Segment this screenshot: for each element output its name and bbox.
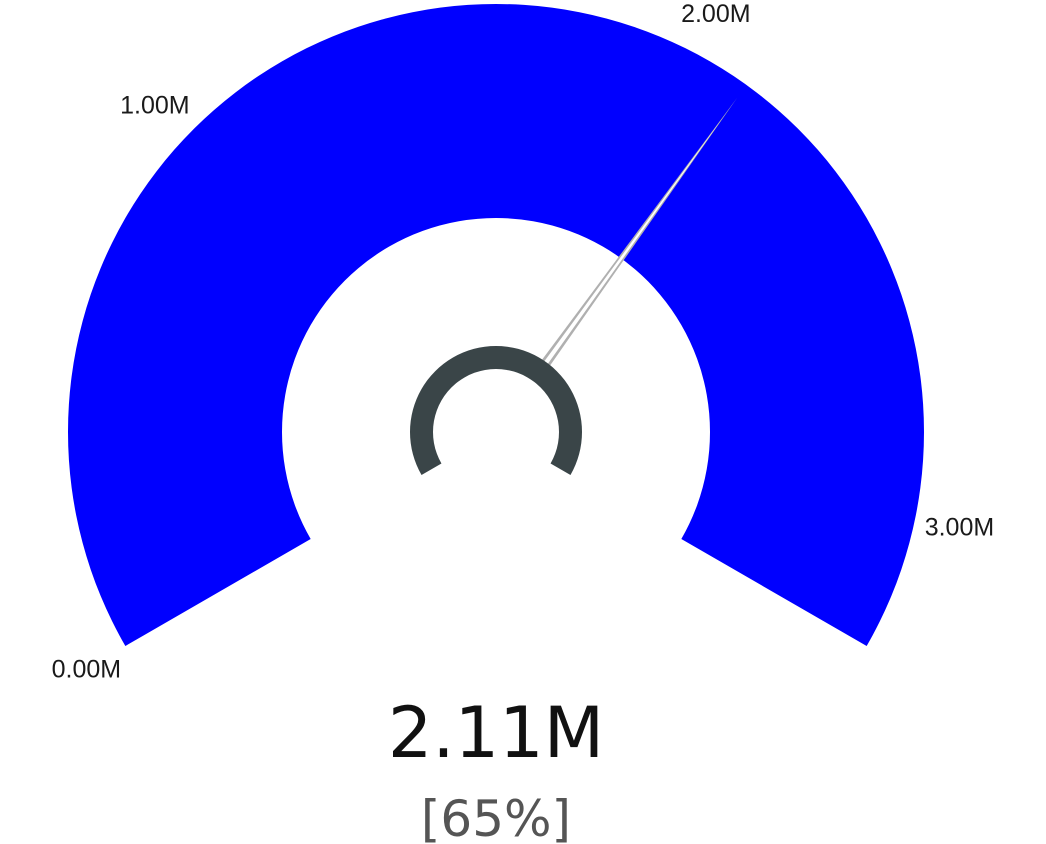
tick-label: 2.00M <box>681 0 750 28</box>
gauge-band <box>68 4 924 646</box>
tick-label: 1.00M <box>120 91 189 119</box>
gauge-percent-label: [65%] <box>421 790 571 844</box>
gauge-hub-ring <box>410 346 582 475</box>
gauge-value-label: 2.11M <box>388 692 604 774</box>
tick-label: 3.00M <box>925 514 994 542</box>
tick-label: 0.00M <box>52 656 121 684</box>
